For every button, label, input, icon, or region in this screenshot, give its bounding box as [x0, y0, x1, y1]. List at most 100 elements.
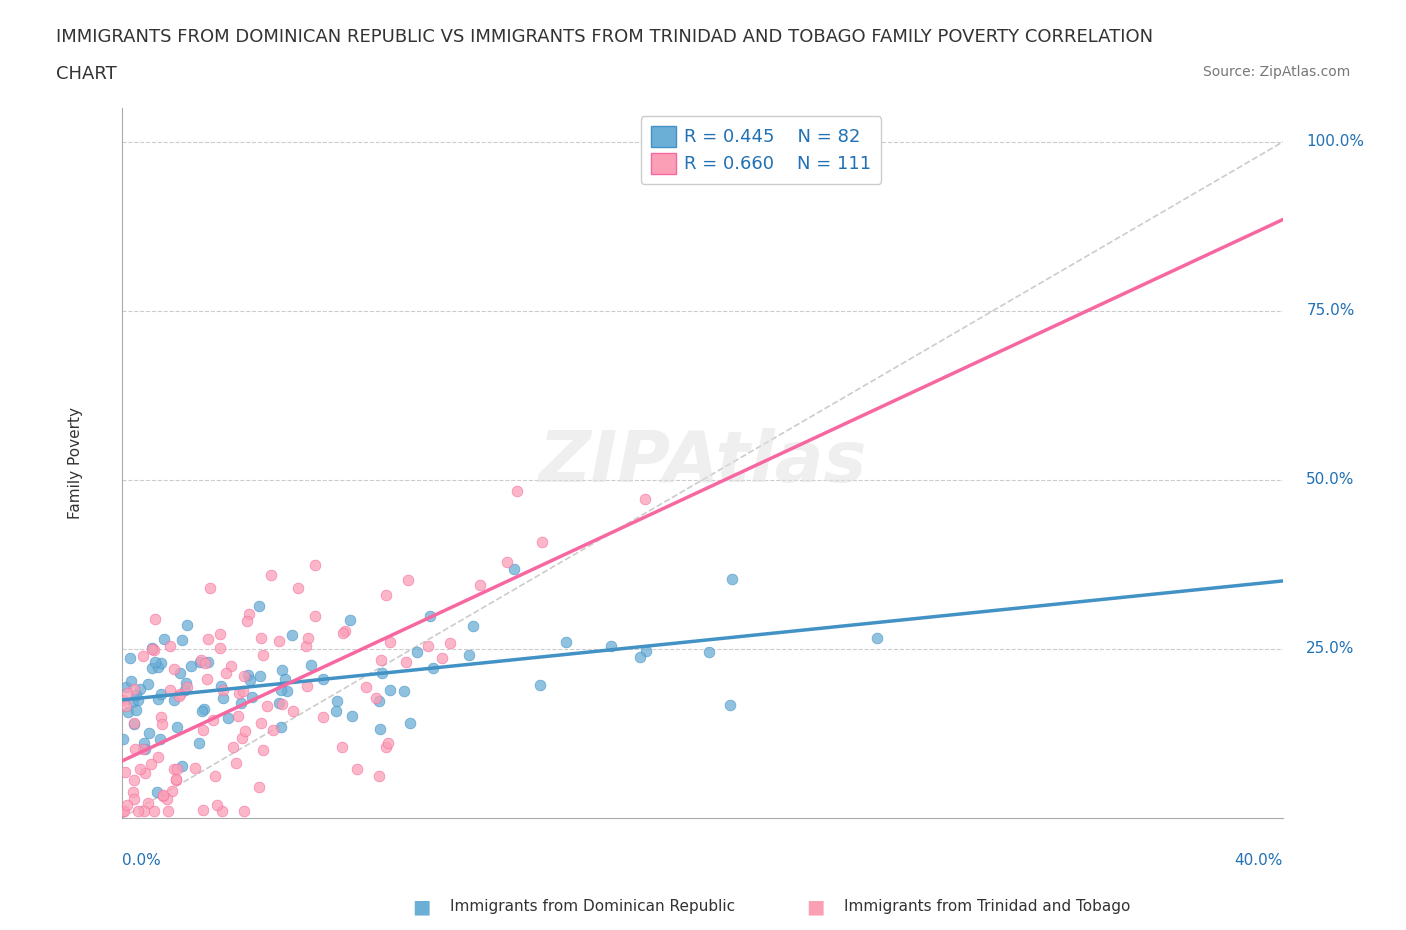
- Point: [125, 703, 148, 718]
- Point: [215, 665, 238, 680]
- Point: [132, 741, 155, 756]
- Text: 0.0%: 0.0%: [122, 853, 162, 869]
- Text: CHART: CHART: [56, 65, 117, 83]
- Point: [247, 599, 270, 614]
- Point: [166, 762, 188, 777]
- Point: [371, 666, 394, 681]
- Point: [419, 609, 441, 624]
- Point: [304, 557, 326, 572]
- Point: [599, 638, 621, 653]
- Point: [115, 798, 138, 813]
- Point: [141, 660, 163, 675]
- Point: [461, 618, 484, 633]
- Point: [295, 678, 318, 693]
- Point: [249, 669, 271, 684]
- Point: [866, 631, 889, 645]
- Point: [163, 693, 186, 708]
- Point: [503, 562, 526, 577]
- Point: [325, 693, 347, 708]
- Point: [129, 682, 152, 697]
- Point: [146, 692, 169, 707]
- Point: [496, 555, 519, 570]
- Point: [252, 648, 274, 663]
- Text: Source: ZipAtlas.com: Source: ZipAtlas.com: [1202, 65, 1350, 79]
- Point: [114, 765, 136, 780]
- Point: [340, 709, 363, 724]
- Point: [143, 611, 166, 626]
- Point: [339, 612, 361, 627]
- Point: [122, 773, 145, 788]
- Point: [153, 631, 176, 646]
- Point: [146, 659, 169, 674]
- Point: [364, 690, 387, 705]
- Point: [111, 804, 134, 818]
- Point: [506, 484, 529, 498]
- Point: [134, 742, 156, 757]
- Point: [231, 731, 253, 746]
- Point: [530, 535, 553, 550]
- Point: [197, 631, 219, 646]
- Point: [193, 701, 215, 716]
- Point: [250, 715, 273, 730]
- Point: [217, 711, 239, 725]
- Point: [122, 682, 145, 697]
- Point: [146, 784, 169, 799]
- Point: [138, 677, 160, 692]
- Point: [136, 795, 159, 810]
- Point: [204, 769, 226, 784]
- Point: [274, 671, 297, 686]
- Point: [190, 653, 212, 668]
- Point: [430, 650, 453, 665]
- Point: [236, 668, 259, 683]
- Point: [333, 623, 356, 638]
- Text: 40.0%: 40.0%: [1234, 853, 1284, 869]
- Point: [139, 757, 162, 772]
- Point: [169, 665, 191, 680]
- Point: [167, 689, 190, 704]
- Point: [325, 703, 347, 718]
- Text: Family Poverty: Family Poverty: [69, 406, 83, 519]
- Point: [149, 710, 172, 724]
- Point: [115, 679, 138, 694]
- Point: [180, 658, 202, 673]
- Point: [115, 685, 138, 700]
- Point: [405, 644, 427, 659]
- Point: [112, 731, 135, 746]
- Point: [176, 618, 198, 632]
- Point: [194, 656, 217, 671]
- Point: [159, 683, 181, 698]
- Point: [117, 705, 139, 720]
- Point: [212, 690, 235, 705]
- Point: [634, 491, 657, 506]
- Point: [165, 772, 187, 787]
- Point: [121, 785, 143, 800]
- Point: [120, 673, 142, 688]
- Text: IMMIGRANTS FROM DOMINICAN REPUBLIC VS IMMIGRANTS FROM TRINIDAD AND TOBAGO FAMILY: IMMIGRANTS FROM DOMINICAN REPUBLIC VS IM…: [56, 28, 1153, 46]
- Point: [233, 669, 256, 684]
- Point: [122, 716, 145, 731]
- Point: [332, 626, 354, 641]
- Point: [233, 804, 256, 818]
- Point: [209, 627, 232, 642]
- Point: [125, 687, 148, 702]
- Point: [197, 655, 219, 670]
- Point: [354, 680, 377, 695]
- Point: [225, 755, 247, 770]
- Point: [165, 772, 187, 787]
- Point: [260, 567, 283, 582]
- Point: [720, 698, 742, 712]
- Point: [120, 650, 142, 665]
- Point: [375, 739, 398, 754]
- Point: [152, 788, 174, 803]
- Point: [418, 638, 440, 653]
- Point: [330, 739, 353, 754]
- Point: [132, 804, 155, 818]
- Point: [160, 784, 183, 799]
- Point: [346, 762, 368, 777]
- Point: [166, 720, 188, 735]
- Point: [256, 699, 278, 714]
- Point: [146, 750, 169, 764]
- Point: [131, 648, 153, 663]
- Point: [231, 696, 253, 711]
- Point: [422, 661, 444, 676]
